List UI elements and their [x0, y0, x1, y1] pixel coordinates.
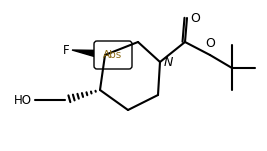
Text: HO: HO: [14, 93, 32, 106]
Text: O: O: [190, 11, 200, 24]
FancyBboxPatch shape: [94, 41, 132, 69]
Text: N: N: [164, 56, 173, 69]
Text: Abs: Abs: [103, 50, 123, 60]
Text: F: F: [62, 43, 69, 56]
Polygon shape: [72, 50, 106, 59]
Text: O: O: [205, 37, 215, 50]
